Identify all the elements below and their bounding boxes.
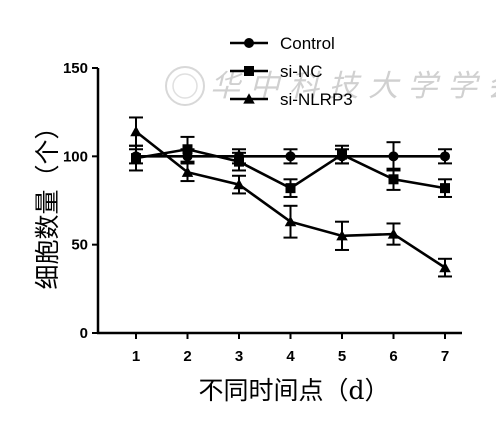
data-point: [440, 151, 450, 162]
x-tick-label: 7: [441, 348, 449, 365]
legend-item-si-nc: si-NC: [230, 62, 323, 81]
y-axis-title: 细胞数量（个）: [33, 114, 62, 289]
data-point: [439, 261, 451, 273]
data-point: [131, 153, 141, 164]
y-tick-label: 50: [71, 237, 88, 254]
data-point: [388, 151, 399, 162]
data-point: [284, 215, 297, 227]
legend-item-si-nlrp3: si-NLRP3: [230, 90, 353, 109]
legend: Control si-NC si-NLRP3: [230, 34, 353, 109]
data-point: [233, 178, 245, 190]
data-point: [181, 166, 194, 177]
legend-label: Control: [280, 34, 335, 53]
data-point: [182, 144, 193, 155]
x-tick-label: 1: [132, 348, 140, 365]
data-point: [285, 151, 296, 162]
series-control: [129, 141, 452, 172]
series-si-nlrp3: [129, 116, 452, 278]
legend-marker: [244, 38, 254, 48]
legend-label: si-NLRP3: [280, 90, 353, 109]
legend-marker: [244, 66, 254, 76]
data-point: [234, 156, 244, 167]
series-layer: [129, 116, 452, 278]
data-point: [388, 174, 399, 185]
legend-label: si-NC: [280, 62, 323, 81]
data-point: [285, 183, 296, 194]
legend-marker: [243, 93, 255, 104]
x-tick-label: 2: [183, 348, 191, 365]
x-tick-label: 4: [286, 348, 295, 365]
x-tick-label: 6: [389, 348, 397, 365]
data-point: [440, 183, 450, 194]
axes: 0 50 100 150 1 2 3 4 5 6 7: [63, 60, 462, 365]
y-tick-label: 150: [63, 60, 88, 77]
y-tick-label: 0: [80, 325, 88, 342]
data-point: [387, 228, 400, 239]
legend-item-control: Control: [230, 34, 335, 53]
data-point: [130, 125, 142, 137]
data-point: [336, 230, 348, 241]
x-axis-title: 不同时间点（d）: [198, 376, 389, 405]
series-si-nc: [129, 135, 452, 198]
x-tick-label: 3: [235, 348, 243, 365]
y-tick-label: 100: [63, 148, 88, 165]
x-tick-label: 5: [338, 348, 346, 365]
data-point: [337, 149, 347, 160]
